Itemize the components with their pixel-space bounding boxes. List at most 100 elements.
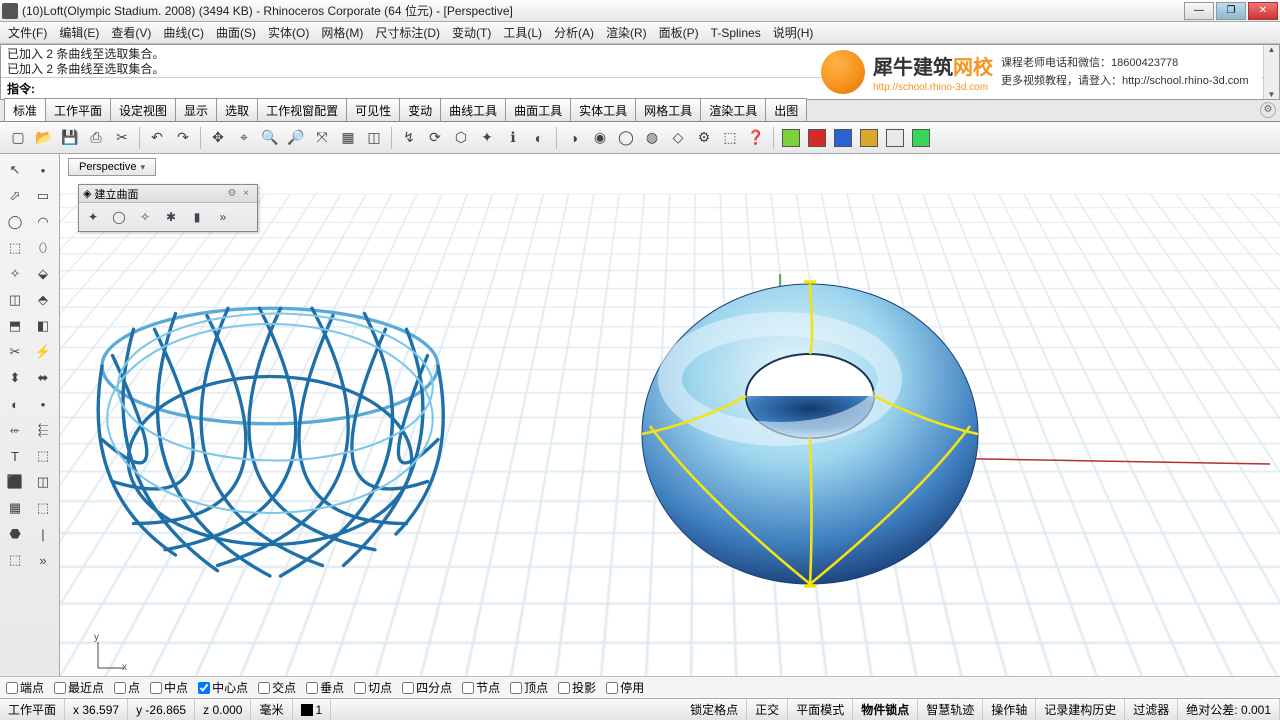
menu-item-6[interactable]: 网格(M) <box>317 22 367 43</box>
floating-toolbar-close-icon[interactable]: × <box>239 188 253 199</box>
toolbar-button-4[interactable]: ✂ <box>110 126 134 150</box>
status-toggle-2[interactable]: 平面模式 <box>788 699 853 720</box>
srf-tool-5[interactable]: ▮ <box>186 206 208 228</box>
toolbar-tab-0[interactable]: 标准 <box>4 98 46 121</box>
maximize-button[interactable]: ❐ <box>1216 2 1246 20</box>
toolbar-button-10[interactable]: 🔎 <box>284 126 308 150</box>
toolbar-button-15[interactable]: ⟳ <box>423 126 447 150</box>
viewport-perspective[interactable]: Perspective ◈ 建立曲面 ⚙ × ✦ ◯ ✧ ✱ ▮ » <box>60 154 1280 676</box>
side-tool-11[interactable]: ⬘ <box>30 288 56 312</box>
osnap-10[interactable]: 顶点 <box>510 679 548 696</box>
tabstrip-options-icon[interactable]: ⚙ <box>1260 102 1276 118</box>
toolbar-button-1[interactable]: 📂 <box>32 126 56 150</box>
side-tool-10[interactable]: ◫ <box>2 288 28 312</box>
osnap-1[interactable]: 最近点 <box>54 679 104 696</box>
side-tool-29[interactable]: | <box>30 522 56 546</box>
toolbar-button-19[interactable]: ◐ <box>527 126 551 150</box>
osnap-8[interactable]: 四分点 <box>402 679 452 696</box>
side-tool-25[interactable]: ◫ <box>30 470 56 494</box>
menu-item-5[interactable]: 实体(O) <box>264 22 313 43</box>
side-tool-19[interactable]: • <box>30 392 56 416</box>
menu-item-7[interactable]: 尺寸标注(D) <box>371 22 444 43</box>
toolbar-button-9[interactable]: 🔍 <box>258 126 282 150</box>
toolbar-tab-2[interactable]: 设定视图 <box>110 98 176 121</box>
menu-item-8[interactable]: 变动(T) <box>448 22 495 43</box>
toolbar-button-21[interactable]: ◉ <box>588 126 612 150</box>
toolbar-button-17[interactable]: ✦ <box>475 126 499 150</box>
osnap-6[interactable]: 垂点 <box>306 679 344 696</box>
menu-item-11[interactable]: 渲染(R) <box>602 22 651 43</box>
status-toggle-5[interactable]: 操作轴 <box>983 699 1036 720</box>
toolbar-button-8[interactable]: ⌖ <box>232 126 256 150</box>
side-tool-1[interactable]: • <box>30 158 56 182</box>
side-tool-27[interactable]: ⬚ <box>30 496 56 520</box>
toolbar-button-7[interactable]: ✥ <box>206 126 230 150</box>
side-tool-5[interactable]: ◠ <box>30 210 56 234</box>
osnap-4[interactable]: 中心点 <box>198 679 248 696</box>
srf-tool-more[interactable]: » <box>212 206 234 228</box>
osnap-12[interactable]: 停用 <box>606 679 644 696</box>
side-tool-26[interactable]: ▦ <box>2 496 28 520</box>
side-tool-15[interactable]: ⚡ <box>30 340 56 364</box>
side-tool-8[interactable]: ✧ <box>2 262 28 286</box>
toolbar-button-2[interactable]: 💾 <box>58 126 82 150</box>
status-toggle-0[interactable]: 锁定格点 <box>682 699 747 720</box>
side-tool-23[interactable]: ⬚ <box>30 444 56 468</box>
osnap-3[interactable]: 中点 <box>150 679 188 696</box>
side-tool-22[interactable]: T <box>2 444 28 468</box>
side-tool-12[interactable]: ⬒ <box>2 314 28 338</box>
side-tool-30[interactable]: ⬚ <box>2 548 28 572</box>
side-tool-6[interactable]: ⬚ <box>2 236 28 260</box>
material-swatch-0[interactable] <box>779 126 803 150</box>
toolbar-button-20[interactable]: ◑ <box>562 126 586 150</box>
side-tool-31[interactable]: » <box>30 548 56 572</box>
menu-item-4[interactable]: 曲面(S) <box>212 22 260 43</box>
menu-item-10[interactable]: 分析(A) <box>550 22 598 43</box>
osnap-0[interactable]: 端点 <box>6 679 44 696</box>
toolbar-tab-1[interactable]: 工作平面 <box>45 98 111 121</box>
toolbar-button-23[interactable]: ◍ <box>640 126 664 150</box>
toolbar-tab-5[interactable]: 工作视窗配置 <box>257 98 347 121</box>
osnap-2[interactable]: 点 <box>114 679 140 696</box>
menu-item-2[interactable]: 查看(V) <box>107 22 155 43</box>
toolbar-tab-6[interactable]: 可见性 <box>346 98 400 121</box>
status-cplane[interactable]: 工作平面 <box>0 699 65 720</box>
srf-tool-1[interactable]: ✦ <box>82 206 104 228</box>
minimize-button[interactable]: — <box>1184 2 1214 20</box>
side-tool-16[interactable]: ⬍ <box>2 366 28 390</box>
toolbar-tab-13[interactable]: 出图 <box>765 98 807 121</box>
srf-tool-3[interactable]: ✧ <box>134 206 156 228</box>
side-tool-20[interactable]: ⬰ <box>2 418 28 442</box>
toolbar-tab-11[interactable]: 网格工具 <box>635 98 701 121</box>
menu-item-9[interactable]: 工具(L) <box>499 22 546 43</box>
status-toggle-6[interactable]: 记录建构历史 <box>1036 699 1125 720</box>
osnap-7[interactable]: 切点 <box>354 679 392 696</box>
viewport-title-tab[interactable]: Perspective <box>68 158 156 176</box>
menu-item-3[interactable]: 曲线(C) <box>159 22 208 43</box>
side-tool-2[interactable]: ⬀ <box>2 184 28 208</box>
material-swatch-3[interactable] <box>857 126 881 150</box>
side-tool-0[interactable]: ↖ <box>2 158 28 182</box>
side-tool-9[interactable]: ⬙ <box>30 262 56 286</box>
osnap-5[interactable]: 交点 <box>258 679 296 696</box>
material-swatch-5[interactable] <box>909 126 933 150</box>
osnap-11[interactable]: 投影 <box>558 679 596 696</box>
toolbar-button-18[interactable]: ℹ <box>501 126 525 150</box>
material-swatch-4[interactable] <box>883 126 907 150</box>
srf-tool-4[interactable]: ✱ <box>160 206 182 228</box>
toolbar-button-27[interactable]: ❓ <box>744 126 768 150</box>
side-tool-7[interactable]: ⬯ <box>30 236 56 260</box>
toolbar-tab-9[interactable]: 曲面工具 <box>505 98 571 121</box>
side-tool-17[interactable]: ⬌ <box>30 366 56 390</box>
menu-item-14[interactable]: 说明(H) <box>769 22 818 43</box>
material-swatch-2[interactable] <box>831 126 855 150</box>
status-toggle-7[interactable]: 过滤器 <box>1125 699 1178 720</box>
toolbar-button-12[interactable]: ▦ <box>336 126 360 150</box>
toolbar-button-0[interactable]: ▢ <box>6 126 30 150</box>
toolbar-tab-8[interactable]: 曲线工具 <box>440 98 506 121</box>
toolbar-button-13[interactable]: ◫ <box>362 126 386 150</box>
toolbar-button-3[interactable]: ⎙ <box>84 126 108 150</box>
menu-item-0[interactable]: 文件(F) <box>4 22 51 43</box>
osnap-9[interactable]: 节点 <box>462 679 500 696</box>
menu-item-1[interactable]: 编辑(E) <box>55 22 103 43</box>
